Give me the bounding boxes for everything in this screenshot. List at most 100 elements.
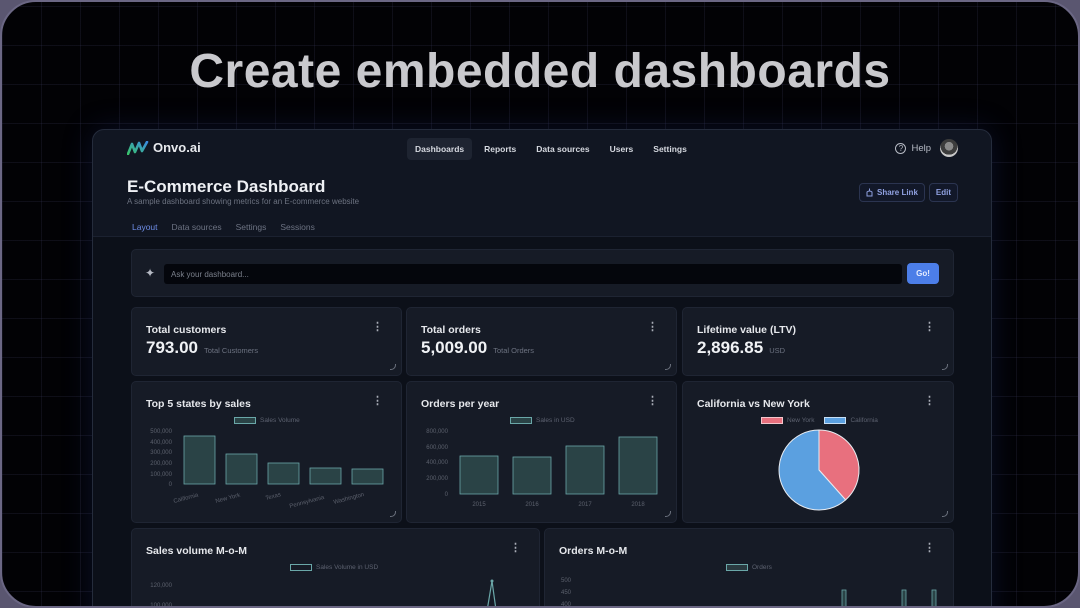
svg-text:500: 500 <box>561 578 572 584</box>
share-icon <box>866 188 873 197</box>
svg-text:100,000: 100,000 <box>150 603 172 608</box>
resize-handle-icon[interactable] <box>665 364 671 370</box>
pie-slice-california <box>778 429 847 511</box>
svg-text:2015: 2015 <box>472 502 486 508</box>
legend-swatch <box>726 564 748 571</box>
more-options-icon[interactable]: ⋮ <box>372 395 383 407</box>
kpi-number: 2,896.85 <box>697 338 764 357</box>
more-options-icon[interactable]: ⋮ <box>924 542 935 554</box>
line-chart-sales-mom: 120,000 100,000 <box>150 579 497 608</box>
card-title: Orders M-o-M <box>559 545 628 557</box>
svg-text:2016: 2016 <box>525 502 539 508</box>
help-circle-icon: ? <box>895 143 907 154</box>
legend-label: Sales Volume <box>260 417 300 424</box>
more-options-icon[interactable]: ⋮ <box>647 321 658 333</box>
svg-text:0: 0 <box>169 482 173 488</box>
legend-label: New York <box>787 417 815 424</box>
go-button[interactable]: Go! <box>907 263 939 284</box>
svg-text:800,000: 800,000 <box>426 429 448 435</box>
ask-dashboard-input[interactable] <box>164 264 902 284</box>
bar-chart-orders-per-year: 800,000 600,000 400,000 200,000 0 2015 <box>426 429 658 508</box>
svg-text:New York: New York <box>215 492 242 505</box>
kpi-number: 5,009.00 <box>421 338 488 357</box>
tab-sessions[interactable]: Sessions <box>280 222 315 232</box>
user-avatar[interactable] <box>940 139 958 157</box>
svg-text:0: 0 <box>445 492 449 498</box>
more-options-icon[interactable]: ⋮ <box>924 395 935 407</box>
ask-dashboard-bar: ✦ Go! <box>131 249 954 297</box>
more-options-icon[interactable]: ⋮ <box>510 542 521 554</box>
kpi-card-ltv: Lifetime value (LTV) ⋮ 2,896.85 USD <box>682 307 954 376</box>
resize-handle-icon[interactable] <box>665 511 671 517</box>
resize-handle-icon[interactable] <box>942 511 948 517</box>
svg-text:California: California <box>173 492 200 505</box>
nav-users[interactable]: Users <box>609 144 634 154</box>
kpi-value: 793.00 Total Customers <box>146 338 258 358</box>
svg-text:Texas: Texas <box>265 492 282 502</box>
chart-legend: New York California <box>761 417 878 424</box>
page-actions: Share Link Edit <box>858 183 958 202</box>
more-options-icon[interactable]: ⋮ <box>924 321 935 333</box>
nav-dashboards[interactable]: Dashboards <box>407 138 473 160</box>
chart-legend: Sales Volume in USD <box>290 564 378 571</box>
svg-text:2018: 2018 <box>631 502 645 508</box>
card-title: California vs New York <box>697 398 810 410</box>
x-axis-labels: 2015 2016 2017 2018 <box>472 502 645 508</box>
chart-legend: Sales in USD <box>510 417 575 424</box>
share-link-button[interactable]: Share Link <box>858 183 925 202</box>
brand-logo[interactable]: Onvo.ai <box>127 140 201 155</box>
tab-data-sources[interactable]: Data sources <box>171 222 222 232</box>
chart-legend: Sales Volume <box>234 417 300 424</box>
card-title: Total customers <box>146 324 227 336</box>
sparkles-icon: ✦ <box>145 266 156 280</box>
card-title: Top 5 states by sales <box>146 398 251 410</box>
svg-text:400: 400 <box>561 602 572 608</box>
svg-text:600,000: 600,000 <box>426 445 448 451</box>
more-options-icon[interactable]: ⋮ <box>647 395 658 407</box>
legend-swatch <box>290 564 312 571</box>
nav-reports[interactable]: Reports <box>484 144 517 154</box>
chart-legend: Orders <box>726 564 772 571</box>
svg-text:Washington: Washington <box>333 492 365 506</box>
kpi-card-total-orders: Total orders ⋮ 5,009.00 Total Orders <box>406 307 677 376</box>
resize-handle-icon[interactable] <box>390 511 396 517</box>
svg-text:200,000: 200,000 <box>150 461 172 467</box>
svg-text:400,000: 400,000 <box>150 440 172 446</box>
kpi-number: 793.00 <box>146 338 198 357</box>
more-options-icon[interactable]: ⋮ <box>372 321 383 333</box>
svg-text:200,000: 200,000 <box>426 476 448 482</box>
page-subtitle: A sample dashboard showing metrics for a… <box>127 197 360 206</box>
top-navbar: Onvo.ai Dashboards Reports Data sources … <box>93 130 991 168</box>
kpi-value: 5,009.00 Total Orders <box>421 338 534 358</box>
page-title: E-Commerce Dashboard <box>127 177 326 196</box>
card-title: Total orders <box>421 324 481 336</box>
legend-swatch-new-york <box>761 417 783 424</box>
dashboard-app-window: Onvo.ai Dashboards Reports Data sources … <box>92 129 992 608</box>
chart-card-orders-per-year: Orders per year ⋮ Sales in USD 800,000 6… <box>406 381 677 523</box>
svg-text:400,000: 400,000 <box>426 460 448 466</box>
nav-data-sources[interactable]: Data sources <box>536 144 590 154</box>
edit-label: Edit <box>935 188 951 197</box>
dashboard-canvas: ✦ Go! Total customers ⋮ 793.00 Total Cust… <box>93 236 991 608</box>
help-button[interactable]: ? Help <box>895 143 931 154</box>
svg-text:100,000: 100,000 <box>150 472 172 478</box>
svg-text:2017: 2017 <box>578 502 592 508</box>
kpi-card-total-customers: Total customers ⋮ 793.00 Total Customers <box>131 307 402 376</box>
bars <box>183 435 384 485</box>
bar-chart-top-states: 500,000 400,000 300,000 200,000 100,000 … <box>150 429 384 510</box>
x-axis-labels: California New York Texas Pennsylvania W… <box>173 492 365 510</box>
card-title: Sales volume M-o-M <box>146 545 247 557</box>
share-link-label: Share Link <box>876 188 918 197</box>
svg-text:Pennsylvania: Pennsylvania <box>289 495 326 510</box>
main-nav: Dashboards Reports Data sources Users Se… <box>407 138 695 160</box>
card-title: Orders per year <box>421 398 500 410</box>
legend-label: Sales in USD <box>536 417 575 424</box>
tab-settings[interactable]: Settings <box>235 222 267 232</box>
legend-label: Orders <box>752 564 772 571</box>
chart-card-orders-mom: Orders M-o-M ⋮ Orders 500 450 400 <box>544 528 954 608</box>
edit-button[interactable]: Edit <box>928 183 958 202</box>
nav-settings[interactable]: Settings <box>653 144 687 154</box>
resize-handle-icon[interactable] <box>390 364 396 370</box>
resize-handle-icon[interactable] <box>942 364 948 370</box>
